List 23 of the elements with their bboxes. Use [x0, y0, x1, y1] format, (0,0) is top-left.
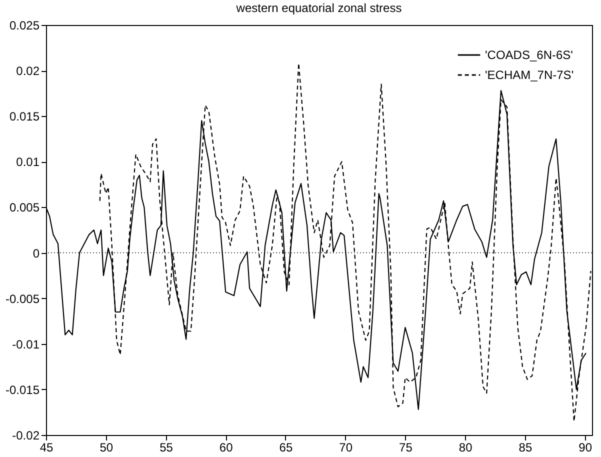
x-tick-label: 55	[160, 440, 174, 454]
legend-label: 'COADS_6N-6S'	[485, 48, 573, 62]
x-tick-label: 70	[339, 440, 353, 454]
x-tick-label: 75	[399, 440, 413, 454]
y-tick-label: -0.02	[12, 428, 40, 442]
y-tick-label: 0.02	[16, 64, 40, 78]
y-tick-label: 0	[32, 246, 40, 260]
chart-title: western equatorial zonal stress	[235, 1, 402, 15]
x-tick-label: 90	[578, 440, 592, 454]
y-tick-label: 0.01	[16, 155, 40, 170]
y-tick-label: -0.005	[5, 292, 40, 306]
y-tick-label: -0.015	[5, 382, 40, 397]
x-tick-label: 65	[279, 440, 293, 454]
x-tick-label: 45	[40, 440, 54, 454]
y-tick-label: 0.015	[9, 110, 40, 124]
y-tick-label: 0.005	[9, 200, 40, 215]
x-tick-label: 60	[219, 440, 234, 454]
y-tick-label: 0.025	[9, 18, 40, 32]
legend-label: 'ECHAM_7N-7S'	[485, 68, 574, 82]
x-tick-label: 80	[458, 440, 473, 454]
y-tick-label: -0.01	[12, 337, 40, 352]
x-tick-label: 85	[518, 440, 532, 454]
x-tick-label: 50	[100, 440, 114, 454]
